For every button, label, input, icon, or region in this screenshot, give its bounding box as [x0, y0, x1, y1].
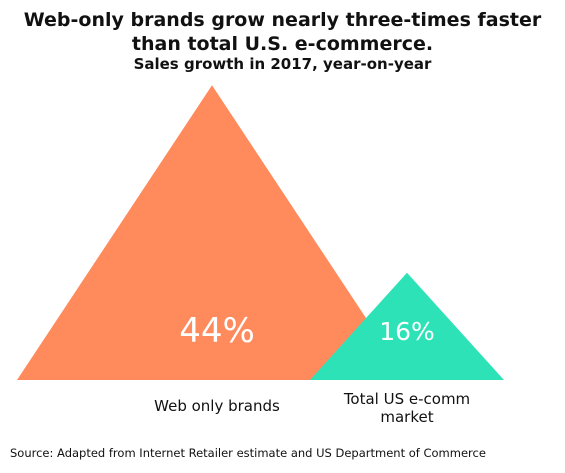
category-label-2-line-2: market	[380, 408, 433, 426]
value-label-2: 16%	[379, 317, 435, 346]
value-label-1: 44%	[179, 311, 255, 351]
triangle-mark-2	[310, 272, 504, 380]
chart-title-line-2: than total U.S. e-commerce.	[131, 33, 434, 55]
triangle-mark-1	[17, 85, 407, 380]
category-label-2-line-1: Total US e-comm	[343, 390, 470, 408]
chart-title-line-1: Web-only brands grow nearly three-times …	[23, 9, 542, 31]
chart-subtitle: Sales growth in 2017, year-on-year	[133, 55, 432, 73]
source-note: Source: Adapted from Internet Retailer e…	[10, 446, 486, 460]
category-label-1: Web only brands	[154, 397, 280, 415]
